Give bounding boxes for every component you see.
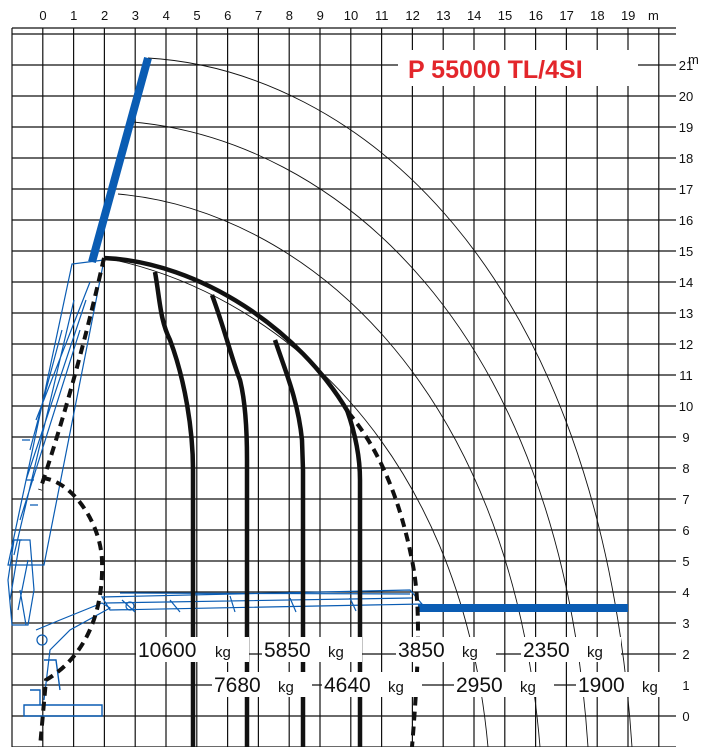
x-tick-label: 14: [467, 8, 481, 23]
y-tick-label: 21: [679, 58, 693, 73]
capacity-unit: kg: [642, 679, 658, 696]
crane-drawing: [7, 56, 628, 717]
y-tick-label: 8: [682, 461, 689, 476]
capacity-value: 1900: [578, 674, 625, 697]
capacity-label-bg: [396, 637, 496, 662]
y-tick-label: 4: [682, 585, 689, 600]
dashed-base-arc: [38, 476, 105, 747]
y-tick-label: 5: [682, 554, 689, 569]
y-tick-label: 9: [682, 430, 689, 445]
y-tick-label: 11: [679, 368, 693, 383]
x-tick-label: 12: [405, 8, 419, 23]
capacity-curve-1: [152, 271, 196, 747]
reach-arc-2: [132, 121, 589, 747]
y-tick-label: 18: [679, 151, 693, 166]
x-unit-label: m: [648, 8, 659, 23]
capacity-unit: kg: [278, 679, 294, 696]
y-tick-label: 6: [682, 523, 689, 538]
outer-envelope: [103, 255, 350, 414]
y-tick-label: 13: [679, 306, 693, 321]
crane-base: [23, 659, 103, 717]
capacity-curve-4: [344, 409, 363, 747]
boom-sections-horizontal: [100, 589, 424, 613]
y-tick-label: 7: [682, 492, 689, 507]
x-tick-label: 19: [621, 8, 635, 23]
title-background: [398, 50, 638, 86]
capacity-value: 2350: [523, 639, 570, 662]
capacity-label-bg: [521, 637, 621, 662]
y-tick-label: 15: [679, 244, 693, 259]
x-tick-label: 16: [529, 8, 543, 23]
dashed-inner-limit: [38, 257, 106, 491]
x-tick-label: 2: [101, 8, 108, 23]
capacity-unit: kg: [520, 679, 536, 696]
y-tick-label: 19: [679, 120, 693, 135]
y-unit-label: m: [688, 52, 699, 67]
y-tick-label: 2: [682, 647, 689, 662]
x-tick-label: 6: [224, 8, 231, 23]
reach-arc-3: [117, 193, 541, 747]
capacity-curve-2: [209, 294, 250, 747]
x-tick-label: 9: [317, 8, 324, 23]
capacity-unit: kg: [462, 644, 478, 661]
reach-arc-4: [104, 257, 489, 747]
x-tick-label: 11: [375, 8, 389, 23]
y-tick-label: 14: [679, 275, 693, 290]
x-tick-label: 17: [559, 8, 573, 23]
column-joint: [36, 634, 48, 646]
capacity-labels: 10600 kg 5850 kg 3850 kg 2350 kg 7680 kg 4640 kg 295…: [136, 637, 676, 697]
capacity-label-bg: [136, 637, 249, 662]
capacity-curves: [103, 255, 363, 747]
x-tick-label: 3: [132, 8, 139, 23]
y-tick-label: 16: [679, 213, 693, 228]
y-tick-label: 3: [682, 616, 689, 631]
y-tick-label: 1: [682, 678, 689, 693]
capacity-value: 3850: [398, 639, 445, 662]
dashed-limits: [38, 257, 420, 747]
capacity-curve-3: [272, 339, 306, 747]
x-tick-label: 10: [344, 8, 358, 23]
y-tick-label: 0: [682, 709, 689, 724]
x-tick-label: 18: [590, 8, 604, 23]
x-tick-label: 0: [39, 8, 46, 23]
capacity-unit: kg: [388, 679, 404, 696]
capacity-unit: kg: [328, 644, 344, 661]
x-tick-label: 8: [286, 8, 293, 23]
capacity-label-bg: [262, 637, 362, 662]
model-title: P 55000 TL/4SI: [408, 56, 583, 84]
capacity-label-bg: [212, 672, 312, 697]
capacity-value: 5850: [264, 639, 311, 662]
reach-arcs: [104, 57, 633, 747]
boom-joint: [125, 601, 135, 611]
capacity-unit: kg: [215, 644, 231, 661]
capacity-value: 10600: [138, 639, 196, 662]
reach-arc-1: [147, 57, 633, 747]
capacity-value: 7680: [214, 674, 261, 697]
x-tick-label: 15: [498, 8, 512, 23]
y-tick-label: 12: [679, 337, 693, 352]
capacity-label-bg: [322, 672, 422, 697]
x-tick-label: 4: [163, 8, 170, 23]
capacity-value: 2950: [456, 674, 503, 697]
x-tick-label: 7: [255, 8, 262, 23]
crane-column: [7, 539, 112, 701]
x-tick-label: 13: [436, 8, 450, 23]
x-axis-ticks: 0 1 2 3 4 5 6 7 8 9 10 11 12 13 14 15 16 17 18 19: [39, 8, 635, 23]
boom-extension-vertical: [88, 56, 152, 264]
capacity-label-bg: [576, 672, 676, 697]
y-tick-label: 20: [679, 89, 693, 104]
y-tick-label: 17: [679, 182, 693, 197]
x-tick-label: 5: [193, 8, 200, 23]
x-tick-label: 1: [70, 8, 77, 23]
capacity-value: 4640: [324, 674, 371, 697]
dashed-outer-limit: [346, 410, 420, 747]
capacity-label-bg: [454, 672, 554, 697]
capacity-unit: kg: [587, 644, 603, 661]
y-tick-label: 10: [679, 399, 693, 414]
